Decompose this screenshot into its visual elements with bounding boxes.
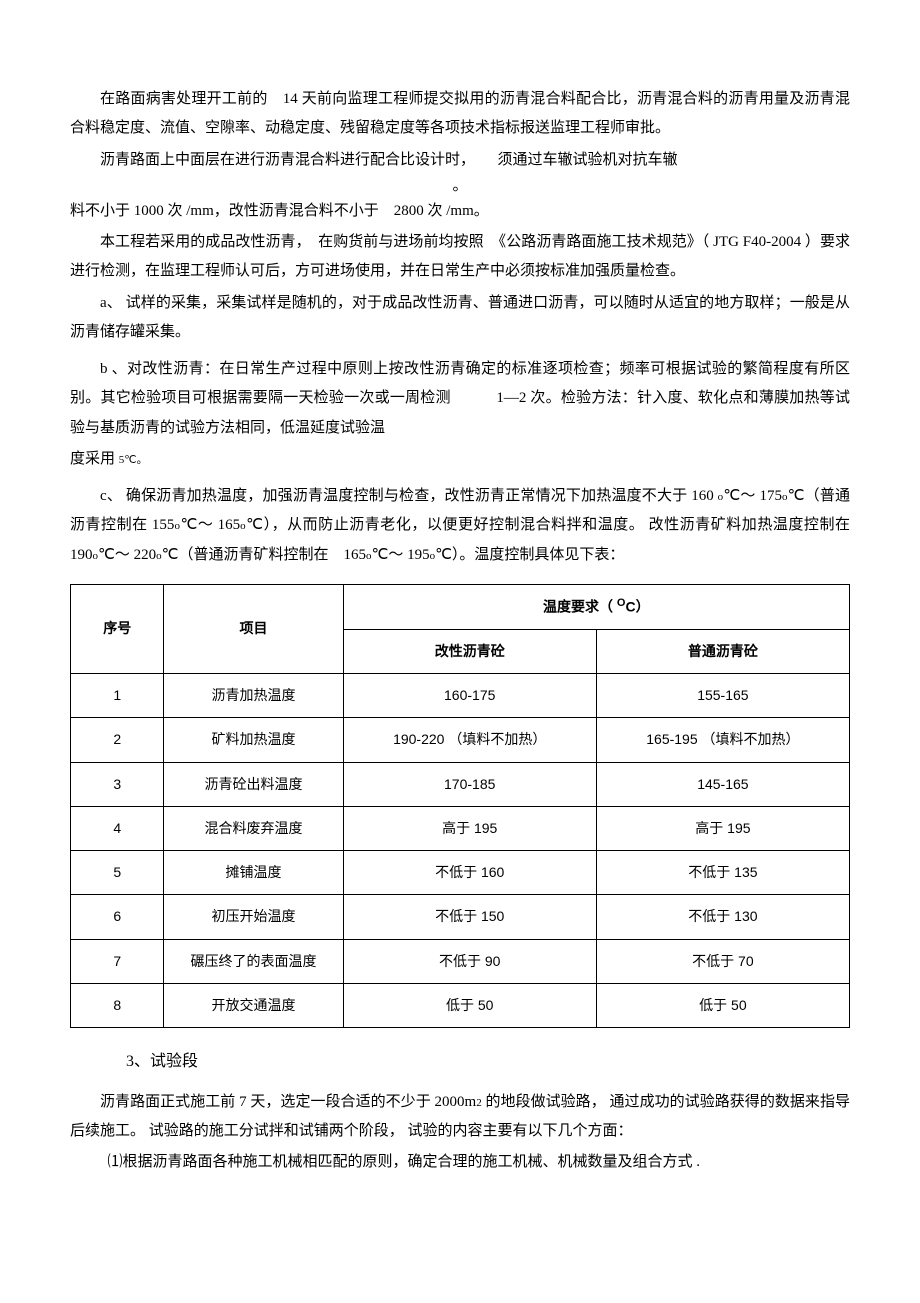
paragraph-4: a、 试样的采集，采集试样是随机的，对于成品改性沥青、普通进口沥青，可以随时从适… (70, 289, 850, 348)
table-cell: 初压开始温度 (164, 895, 343, 939)
table-row: 8开放交通温度低于 50低于 50 (71, 984, 850, 1028)
table-row: 7碾压终了的表面温度不低于 90不低于 70 (71, 939, 850, 983)
paragraph-5b: 度采用 5℃。 (70, 445, 850, 474)
unit-c: C） (625, 598, 649, 614)
paragraph-2b: 料不小于 1000 次 /mm，改性沥青混合料不小于 2800 次 /mm。 (70, 197, 850, 226)
table-cell: 不低于 160 (343, 851, 596, 895)
table-cell: 2 (71, 718, 164, 762)
p6-h: ℃～ 195 (371, 547, 429, 563)
table-cell: 沥青砼出料温度 (164, 762, 343, 806)
table-cell: 矿料加热温度 (164, 718, 343, 762)
table-cell: 高于 195 (596, 806, 849, 850)
p6-b: ℃～ 175 (723, 488, 782, 504)
table-cell: 沥青加热温度 (164, 674, 343, 718)
col-normal-header: 普通沥青砼 (596, 629, 849, 673)
col-seq-header: 序号 (71, 584, 164, 673)
table-row: 5摊铺温度不低于 160不低于 135 (71, 851, 850, 895)
col-mod-header: 改性沥青砼 (343, 629, 596, 673)
paragraph-1: 在路面病害处理开工前的 14 天前向监理工程师提交拟用的沥青混合料配合比，沥青混… (70, 85, 850, 144)
p6-f: ℃～ 220 (98, 547, 156, 563)
table-cell: 190-220 （填料不加热） (343, 718, 596, 762)
table-cell: 145-165 (596, 762, 849, 806)
p6-i: ℃）。温度控制具体见下表： (435, 547, 624, 563)
table-cell: 低于 50 (343, 984, 596, 1028)
table-row: 3沥青砼出料温度170-185145-165 (71, 762, 850, 806)
table-row: 4混合料废弃温度高于 195高于 195 (71, 806, 850, 850)
table-cell: 5 (71, 851, 164, 895)
table-cell: 低于 50 (596, 984, 849, 1028)
p6-a: c、 确保沥青加热温度，加强沥青温度控制与检查，改性沥青正常情况下加热温度不大于… (100, 488, 718, 504)
table-cell: 不低于 150 (343, 895, 596, 939)
table-cell: 开放交通温度 (164, 984, 343, 1028)
section-3-head: 3、试验段 (70, 1046, 850, 1077)
p5-prefix: 度采用 (70, 451, 115, 467)
table-cell: 160-175 (343, 674, 596, 718)
table-body: 1沥青加热温度160-175155-1652矿料加热温度190-220 （填料不… (71, 674, 850, 1028)
table-cell: 摊铺温度 (164, 851, 343, 895)
paragraph-2-mid: 。 (70, 177, 850, 195)
table-cell: 3 (71, 762, 164, 806)
table-cell: 不低于 130 (596, 895, 849, 939)
req-label: 温度要求（ (543, 598, 617, 614)
document-page: 在路面病害处理开工前的 14 天前向监理工程师提交拟用的沥青混合料配合比，沥青混… (0, 0, 920, 1239)
table-header-row-1: 序号 项目 温度要求（ OC） (71, 584, 850, 629)
table-cell: 4 (71, 806, 164, 850)
table-cell: 碾压终了的表面温度 (164, 939, 343, 983)
col-req-header: 温度要求（ OC） (343, 584, 849, 629)
table-row: 6初压开始温度不低于 150不低于 130 (71, 895, 850, 939)
col-item-header: 项目 (164, 584, 343, 673)
paragraph-2a: 沥青路面上中面层在进行沥青混合料进行配合比设计时， 须通过车辙试验机对抗车辙 (70, 146, 850, 175)
temperature-table: 序号 项目 温度要求（ OC） 改性沥青砼 普通沥青砼 1沥青加热温度160-1… (70, 584, 850, 1029)
table-cell: 155-165 (596, 674, 849, 718)
table-cell: 8 (71, 984, 164, 1028)
table-cell: 不低于 70 (596, 939, 849, 983)
paragraph-7: 沥青路面正式施工前 7 天，选定一段合适的不少于 2000m2 的地段做试验路，… (70, 1088, 850, 1147)
table-cell: 混合料废弃温度 (164, 806, 343, 850)
table-row: 1沥青加热温度160-175155-165 (71, 674, 850, 718)
p6-g: ℃（普通沥青矿料控制在 165 (162, 547, 366, 563)
table-cell: 7 (71, 939, 164, 983)
paragraph-3: 本工程若采用的成品改性沥青， 在购货前与进场前均按照 《公路沥青路面施工技术规范… (70, 228, 850, 287)
table-cell: 高于 195 (343, 806, 596, 850)
paragraph-5a: b 、对改性沥青：在日常生产过程中原则上按改性沥青确定的标准逐项检查；频率可根据… (70, 355, 850, 443)
p7a: 沥青路面正式施工前 7 天，选定一段合适的不少于 2000m (100, 1094, 476, 1110)
paragraph-8: ⑴根据沥青路面各种施工机械相匹配的原则，确定合理的施工机械、机械数量及组合方式 … (70, 1148, 850, 1177)
table-cell: 不低于 135 (596, 851, 849, 895)
table-row: 2矿料加热温度190-220 （填料不加热）165-195 （填料不加热） (71, 718, 850, 762)
p6-d: ℃～ 165 (180, 517, 240, 533)
table-cell: 不低于 90 (343, 939, 596, 983)
table-cell: 170-185 (343, 762, 596, 806)
paragraph-6: c、 确保沥青加热温度，加强沥青温度控制与检查，改性沥青正常情况下加热温度不大于… (70, 482, 850, 570)
p5-unit: ℃。 (124, 454, 147, 466)
table-cell: 6 (71, 895, 164, 939)
table-cell: 165-195 （填料不加热） (596, 718, 849, 762)
table-cell: 1 (71, 674, 164, 718)
